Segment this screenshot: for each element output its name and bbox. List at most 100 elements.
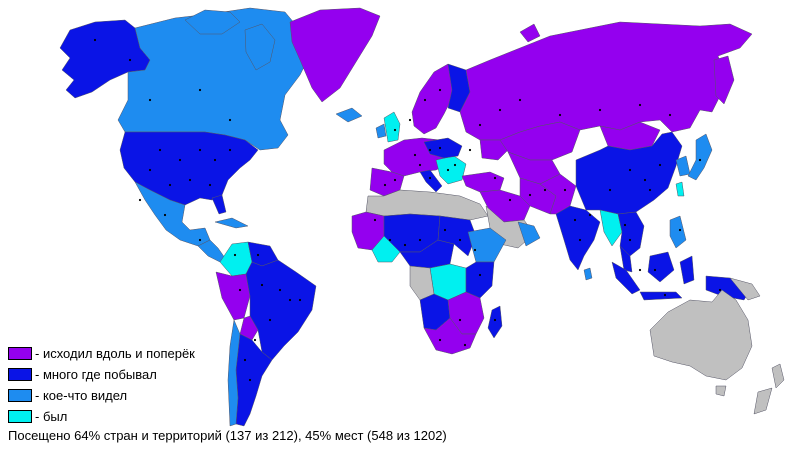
visited-place-dot bbox=[248, 378, 252, 382]
visited-place-dot bbox=[578, 238, 582, 242]
visited-place-dot bbox=[438, 338, 442, 342]
region-sri-lanka bbox=[583, 267, 593, 281]
visited-place-dot bbox=[288, 298, 292, 302]
legend-swatch-explored bbox=[8, 346, 32, 360]
visited-place-dot bbox=[638, 268, 642, 272]
visited-place-dot bbox=[403, 243, 407, 247]
region-caucasus bbox=[479, 139, 509, 161]
region-japan bbox=[687, 133, 713, 181]
region-kamchatka bbox=[713, 55, 735, 105]
visited-place-dot bbox=[463, 343, 467, 347]
visited-place-dot bbox=[128, 58, 132, 62]
visited-place-dot bbox=[158, 148, 162, 152]
visited-place-dot bbox=[573, 218, 577, 222]
region-india bbox=[555, 205, 601, 271]
visited-place-dot bbox=[413, 153, 417, 157]
region-new-zealand-south bbox=[753, 387, 773, 415]
visited-place-dot bbox=[468, 148, 472, 152]
visited-place-dot bbox=[388, 238, 392, 242]
visited-place-dot bbox=[718, 288, 722, 292]
visited-place-dot bbox=[478, 273, 482, 277]
region-tasmania bbox=[715, 385, 727, 397]
region-sulawesi bbox=[679, 255, 695, 285]
visited-place-dot bbox=[238, 288, 242, 292]
region-greenland bbox=[289, 7, 381, 103]
visited-place-dot bbox=[628, 168, 632, 172]
visited-place-dot bbox=[260, 283, 264, 287]
legend-item-visited-many: - много где побывал bbox=[8, 365, 157, 383]
legend-swatch-seen-some bbox=[8, 388, 32, 402]
visited-place-dot bbox=[233, 253, 237, 257]
region-ecuador-peru bbox=[215, 271, 251, 321]
region-florida bbox=[211, 194, 227, 215]
visited-place-dot bbox=[188, 178, 192, 182]
visited-place-dot bbox=[393, 128, 397, 132]
region-taiwan bbox=[675, 181, 685, 197]
region-ireland bbox=[375, 123, 387, 139]
visited-place-dot bbox=[598, 108, 602, 112]
visited-place-dot bbox=[253, 338, 257, 342]
visited-place-dot bbox=[383, 183, 387, 187]
visited-place-dot bbox=[563, 188, 567, 192]
visited-place-dot bbox=[493, 318, 497, 322]
visited-place-dot bbox=[458, 238, 462, 242]
region-italy bbox=[419, 169, 443, 193]
visited-place-dot bbox=[163, 213, 167, 217]
legend-label-been: - был bbox=[35, 408, 68, 424]
region-oman-yemen bbox=[517, 221, 541, 247]
visit-summary: Посещено 64% стран и территорий (137 из … bbox=[8, 428, 447, 443]
visited-place-dot bbox=[148, 168, 152, 172]
visited-place-dot bbox=[663, 293, 667, 297]
visited-place-dot bbox=[668, 113, 672, 117]
visited-place-dot bbox=[93, 38, 97, 42]
visited-place-dot bbox=[508, 198, 512, 202]
visited-place-dot bbox=[208, 183, 212, 187]
legend-item-explored: - исходил вдоль и поперёк bbox=[8, 344, 195, 362]
region-sudan bbox=[437, 215, 477, 257]
visited-place-dot bbox=[423, 98, 427, 102]
visited-place-dot bbox=[493, 176, 497, 180]
legend-item-seen-some: - кое-что видел bbox=[8, 386, 127, 404]
region-horn-of-africa bbox=[467, 227, 507, 263]
region-gulf-of-guinea bbox=[371, 235, 401, 263]
legend-label-explored: - исходил вдоль и поперёк bbox=[35, 345, 195, 361]
visited-place-dot bbox=[443, 228, 447, 232]
visited-place-dot bbox=[643, 178, 647, 182]
visited-place-dot bbox=[543, 188, 547, 192]
visited-place-dot bbox=[653, 268, 657, 272]
visited-place-dot bbox=[373, 218, 377, 222]
region-malay-peninsula bbox=[619, 245, 633, 273]
visited-place-dot bbox=[268, 318, 272, 322]
region-java bbox=[639, 291, 683, 301]
visited-place-dot bbox=[438, 146, 442, 150]
legend-label-visited-many: - много где побывал bbox=[35, 366, 157, 382]
visited-place-dot bbox=[138, 198, 142, 202]
region-baffin bbox=[244, 23, 276, 71]
visited-place-dot bbox=[418, 238, 422, 242]
visited-place-dot bbox=[148, 98, 152, 102]
visited-place-dot bbox=[298, 298, 302, 302]
visited-place-dot bbox=[213, 158, 217, 162]
region-iceland bbox=[335, 107, 363, 123]
visited-place-dot bbox=[178, 158, 182, 162]
region-sumatra bbox=[611, 261, 641, 295]
visited-place-dot bbox=[638, 103, 642, 107]
visited-place-dot bbox=[588, 213, 592, 217]
visited-place-dot bbox=[623, 223, 627, 227]
region-philippines bbox=[669, 215, 687, 249]
region-bolivia bbox=[239, 315, 259, 341]
visited-place-dot bbox=[256, 253, 260, 257]
region-borneo bbox=[647, 251, 675, 283]
region-mexico bbox=[134, 181, 211, 247]
region-canada-arctic-islands bbox=[184, 9, 241, 35]
legend-swatch-visited-many bbox=[8, 367, 32, 381]
region-novaya-zemlya bbox=[519, 23, 541, 43]
region-myanmar bbox=[599, 209, 623, 247]
visited-place-dot bbox=[608, 188, 612, 192]
region-uk bbox=[383, 111, 401, 143]
region-central-europe bbox=[423, 137, 463, 159]
visited-place-dot bbox=[198, 88, 202, 92]
visited-place-dot bbox=[478, 123, 482, 127]
visited-place-dot bbox=[518, 98, 522, 102]
